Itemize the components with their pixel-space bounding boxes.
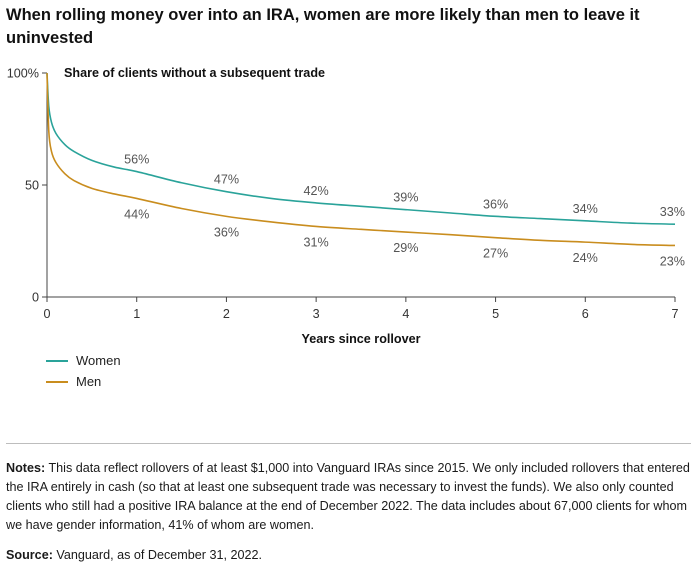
legend-item-women: Women [46,350,121,371]
series-lines [46,72,676,247]
legend: Women Men [46,350,121,392]
data-label-women: 42% [304,184,329,198]
notes-text: This data reflect rollovers of at least … [6,461,690,532]
y-tick-label: 0 [32,291,39,305]
chart-subtitle: Share of clients without a subsequent tr… [64,66,325,80]
series-line-women [46,72,676,225]
chart-axes: 0 50 100% 0 1 2 3 4 5 6 7 [7,67,679,322]
x-tick-label: 2 [223,307,230,321]
notes: Notes: This data reflect rollovers of at… [6,459,692,535]
series-line-men [46,72,676,247]
x-tick-label: 6 [582,307,589,321]
legend-swatch-men [46,380,68,383]
data-label-men: 29% [393,241,418,255]
x-tick-label: 0 [43,307,50,321]
data-label-men: 24% [573,251,598,265]
data-label-men: 36% [214,225,239,239]
data-label-women: 34% [573,202,598,216]
legend-swatch-women [46,359,68,362]
source: Source: Vanguard, as of December 31, 202… [6,548,262,562]
x-tick-label: 7 [671,307,678,321]
legend-label-women: Women [76,353,121,368]
legend-item-men: Men [46,371,121,392]
y-tick-label: 100% [7,67,39,81]
source-label: Source: [6,548,53,562]
x-axis-label: Years since rollover [301,332,420,346]
divider [6,443,691,444]
y-tick-label: 50 [25,179,39,193]
data-label-women: 39% [393,191,418,205]
data-label-women: 56% [124,153,149,167]
x-tick-label: 1 [133,307,140,321]
data-label-women: 36% [483,197,508,211]
data-label-women: 47% [214,173,239,187]
source-text: Vanguard, as of December 31, 2022. [52,548,262,562]
data-label-men: 23% [660,254,685,268]
x-tick-label: 5 [492,307,499,321]
data-labels: 56% 47% 42% 39% 36% 34% 33% 44% 36% 31% 29% 27% 24% 2… [124,153,685,269]
data-label-men: 31% [304,235,329,249]
notes-label: Notes: [6,461,46,475]
legend-label-men: Men [76,374,102,389]
data-label-women: 33% [660,205,685,219]
data-label-men: 44% [124,207,149,221]
data-label-men: 27% [483,247,508,261]
chart-title: When rolling money over into an IRA, wom… [6,6,640,47]
x-tick-label: 4 [402,307,409,321]
line-chart: 0 50 100% 0 1 2 3 4 5 6 7 56% 47% 42% 39% 36% 34% 33% 44%… [7,66,685,346]
x-tick-label: 3 [313,307,320,321]
